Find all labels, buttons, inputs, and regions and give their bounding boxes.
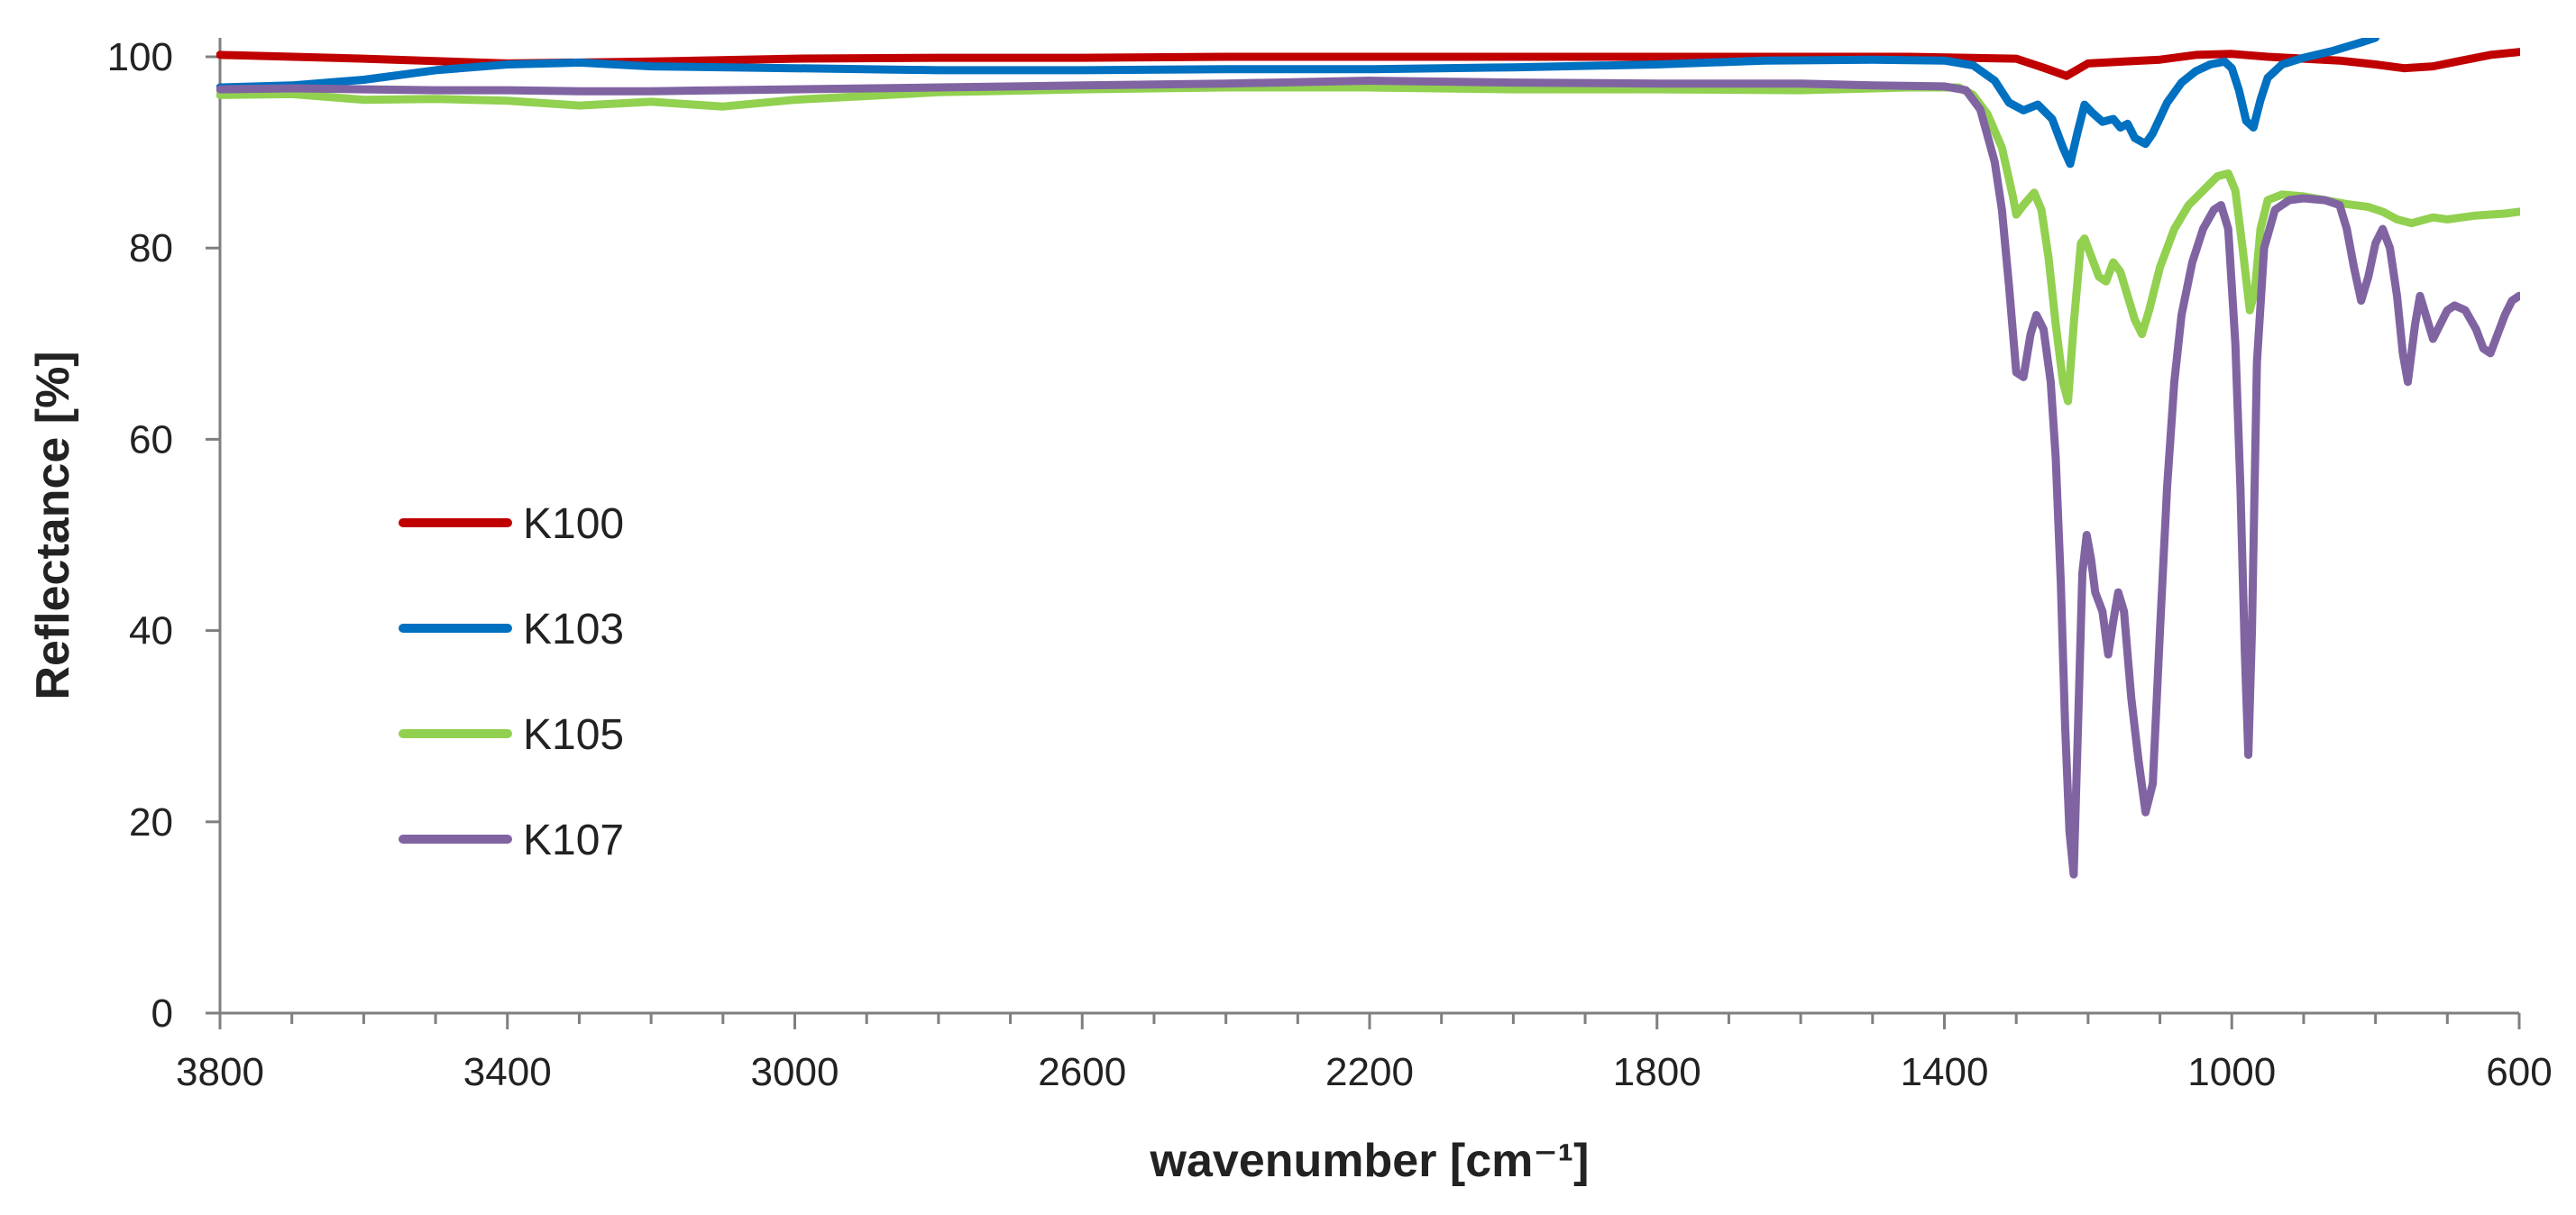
- x-tick-label: 1000: [2187, 1050, 2276, 1094]
- x-tick-label: 3000: [751, 1050, 839, 1094]
- series-line-k107: [216, 77, 2520, 879]
- legend: K100 K103 K105 K107: [399, 500, 624, 864]
- legend-label: K105: [523, 711, 624, 759]
- x-tick-label: 2200: [1325, 1050, 1414, 1094]
- legend-item-k107: K107: [399, 817, 624, 864]
- series-group: [216, 38, 2520, 879]
- series-line-k100: [216, 48, 2520, 80]
- x-tick-label: 2600: [1038, 1050, 1126, 1094]
- x-axis-title: wavenumber [cm⁻¹]: [1150, 1135, 1590, 1187]
- x-tick-label: 1800: [1613, 1050, 1701, 1094]
- x-tick-label: 3400: [463, 1050, 552, 1094]
- y-tick-label: 60: [129, 417, 173, 461]
- y-tick-label: 80: [129, 226, 173, 270]
- legend-label: K100: [523, 500, 624, 548]
- y-tick-label: 20: [129, 800, 173, 845]
- legend-item-k105: K105: [399, 711, 624, 759]
- series-line-k103: [216, 38, 2380, 169]
- x-axis-ticks: 3800 3400 3000 2600 2200 1800 1400 1000 600: [176, 1013, 2553, 1094]
- y-tick-label: 40: [129, 609, 173, 653]
- x-tick-label: 1400: [1901, 1050, 1989, 1094]
- y-tick-label: 0: [151, 991, 173, 1036]
- legend-label: K107: [523, 817, 624, 864]
- y-tick-label: 100: [107, 35, 173, 79]
- legend-item-k100: K100: [399, 500, 624, 548]
- legend-item-k103: K103: [399, 606, 624, 653]
- legend-label: K103: [523, 606, 624, 653]
- y-axis-ticks: 0 20 40 60 80 100: [107, 35, 220, 1036]
- y-axis-title: Reflectance [%]: [27, 351, 79, 699]
- x-tick-label: 3800: [176, 1050, 264, 1094]
- x-tick-label: 600: [2486, 1050, 2552, 1094]
